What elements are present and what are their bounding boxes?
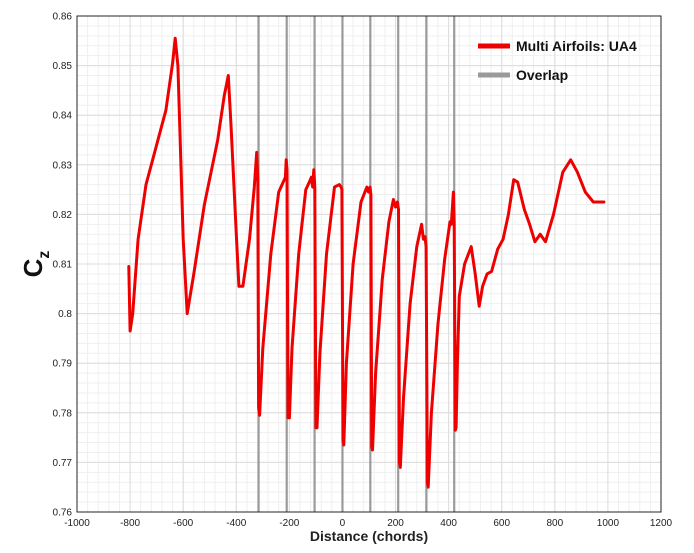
x-tick-label: 200 xyxy=(387,518,404,529)
x-axis-label: Distance (chords) xyxy=(310,528,428,544)
svg-text:Cz: Cz xyxy=(18,251,53,278)
legend-label-overlap: Overlap xyxy=(516,67,568,83)
y-axis-label: Cz xyxy=(18,251,53,278)
plot-frame xyxy=(76,15,662,513)
x-tick-label: 800 xyxy=(546,518,563,529)
x-tick-label: -200 xyxy=(279,518,299,529)
y-tick-label: 0.79 xyxy=(53,359,73,370)
y-tick-label: 0.76 xyxy=(53,508,73,519)
legend: Multi Airfoils: UA4 Overlap xyxy=(478,38,637,83)
y-tick-label: 0.85 xyxy=(53,61,73,72)
x-tick-label: -600 xyxy=(173,518,193,529)
y-axis-label-main: C xyxy=(18,258,48,277)
x-tick-label: 1200 xyxy=(650,518,673,529)
y-tick-label: 0.78 xyxy=(53,408,73,419)
x-tick-label: -1000 xyxy=(64,518,90,529)
x-tick-label: 1000 xyxy=(597,518,620,529)
y-tick-labels: 0.76 0.77 0.78 0.79 0.8 0.81 0.82 0.83 0.84 0.85 0… xyxy=(53,12,73,519)
y-tick-label: 0.81 xyxy=(53,260,73,271)
x-tick-labels: -1000 -800 -600 -400 -200 0 200 400 600 800 1000 12… xyxy=(64,518,672,529)
y-tick-label: 0.84 xyxy=(53,111,73,122)
y-tick-label: 0.83 xyxy=(53,160,73,171)
y-tick-label: 0.8 xyxy=(58,309,72,320)
y-tick-label: 0.82 xyxy=(53,210,73,221)
x-tick-label: 600 xyxy=(493,518,510,529)
y-axis-label-sub: z xyxy=(36,251,53,259)
series-line-multi-airfoils-ua4 xyxy=(127,36,606,489)
x-tick-label: 400 xyxy=(440,518,457,529)
legend-label-ua4: Multi Airfoils: UA4 xyxy=(516,38,637,54)
x-tick-label: 0 xyxy=(340,518,346,529)
y-tick-label: 0.86 xyxy=(53,12,73,23)
x-tick-label: -400 xyxy=(226,518,246,529)
y-tick-label: 0.77 xyxy=(53,458,73,469)
x-tick-label: -800 xyxy=(120,518,140,529)
